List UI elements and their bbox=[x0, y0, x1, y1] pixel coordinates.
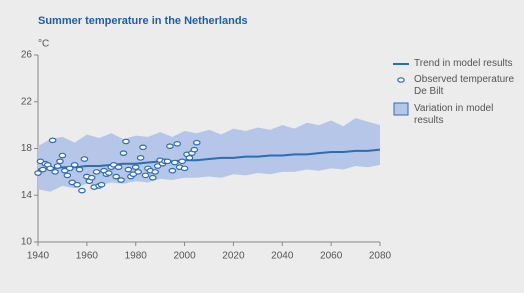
observed-point bbox=[117, 177, 125, 183]
observed-point bbox=[112, 173, 120, 180]
observed-point bbox=[56, 158, 64, 165]
observed-point bbox=[171, 159, 179, 166]
x-tick-label: 1940 bbox=[27, 251, 50, 262]
observed-point bbox=[51, 169, 59, 175]
y-axis-unit: °C bbox=[38, 39, 49, 50]
legend-swatch bbox=[397, 77, 405, 83]
observed-point bbox=[168, 167, 177, 174]
observed-point bbox=[190, 146, 199, 153]
observed-point bbox=[124, 166, 133, 173]
observed-point bbox=[65, 165, 74, 172]
x-tick-label: 2020 bbox=[222, 251, 245, 262]
observed-point bbox=[63, 172, 72, 179]
observed-point bbox=[141, 172, 150, 179]
x-tick-label: 2080 bbox=[369, 251, 392, 262]
observed-point bbox=[87, 174, 96, 181]
observed-point bbox=[70, 162, 79, 168]
observed-point bbox=[139, 144, 147, 151]
observed-point bbox=[151, 169, 160, 175]
observed-point bbox=[97, 181, 106, 188]
observed-point bbox=[39, 166, 47, 173]
observed-point bbox=[80, 156, 89, 162]
y-tick-label: 10 bbox=[21, 237, 33, 248]
trend-line bbox=[37, 148, 381, 171]
observed-point bbox=[78, 187, 86, 194]
chart-title: Summer temperature in the Netherlands bbox=[38, 15, 248, 27]
observed-point bbox=[122, 138, 130, 145]
observed-point bbox=[48, 137, 57, 144]
legend-entry: Observed temperature De Bilt bbox=[414, 74, 515, 97]
observed-point bbox=[119, 150, 128, 156]
y-tick-label: 22 bbox=[21, 96, 33, 107]
x-tick-label: 2040 bbox=[271, 251, 294, 262]
x-tick-label: 2060 bbox=[320, 251, 343, 262]
observed-point bbox=[173, 141, 182, 147]
observed-point bbox=[134, 169, 142, 175]
observed-point bbox=[114, 164, 123, 171]
observed-point bbox=[149, 174, 157, 181]
observed-point bbox=[163, 158, 172, 165]
legend-swatch bbox=[393, 102, 409, 116]
variation-band bbox=[38, 118, 380, 192]
observed-point bbox=[73, 181, 81, 188]
observed-point bbox=[136, 155, 145, 161]
y-tick-label: 18 bbox=[21, 143, 33, 154]
observed-point bbox=[185, 155, 194, 161]
observed-point bbox=[75, 166, 84, 173]
observed-point bbox=[131, 164, 140, 171]
observed-point bbox=[53, 163, 62, 169]
observed-point bbox=[46, 165, 55, 172]
x-tick-label: 2000 bbox=[173, 251, 196, 262]
observed-point bbox=[166, 143, 174, 149]
legend-entry: Trend in model results bbox=[414, 58, 513, 69]
observed-point bbox=[58, 152, 67, 159]
observed-point bbox=[34, 170, 42, 176]
observed-point bbox=[192, 139, 201, 146]
y-tick-label: 26 bbox=[21, 50, 33, 61]
observed-point bbox=[105, 170, 113, 176]
x-tick-label: 1960 bbox=[76, 251, 99, 262]
x-tick-label: 1980 bbox=[125, 251, 148, 262]
legend-entry: Variation in model results bbox=[414, 103, 494, 126]
y-tick-label: 14 bbox=[21, 190, 33, 201]
observed-point bbox=[178, 158, 186, 165]
observed-point bbox=[92, 169, 101, 175]
observed-point bbox=[180, 165, 189, 172]
